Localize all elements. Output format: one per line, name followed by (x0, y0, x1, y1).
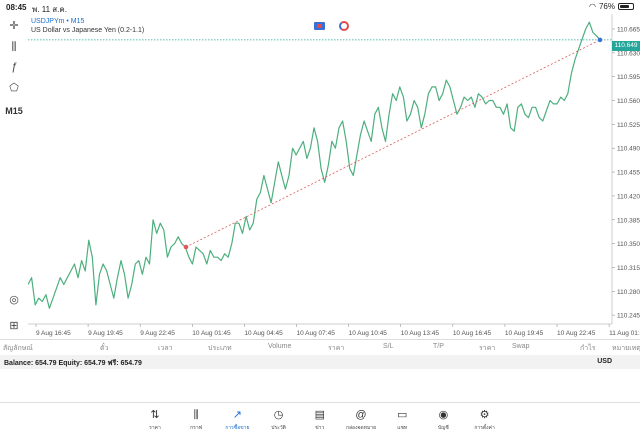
chart-description: US Dollar vs Japanese Yen (0.2-1.1) (31, 27, 145, 34)
trade-column-header: T/P (433, 343, 444, 350)
current-price-label: 110.649 (612, 41, 640, 51)
nav-label: การตั้งค่า (474, 425, 495, 431)
wifi-icon: ◠ (589, 2, 596, 11)
trade-column-header: ราคา (328, 345, 345, 352)
objects-icon[interactable]: ⬠ (9, 81, 19, 94)
y-tick-label: 110.490 (617, 146, 640, 153)
price-chart[interactable]: 110.665 110.630 110.595 110.560 110.525 110.4… (28, 14, 640, 339)
y-tick-label: 110.525 (617, 122, 640, 129)
nav-accounts[interactable]: ◉ บัญชี (423, 409, 463, 432)
settings-icon: ⚙ (479, 409, 490, 421)
x-tick-label: 10 Aug 04:45 (244, 330, 283, 337)
y-tick-label: 110.315 (617, 265, 640, 272)
y-tick-label: 110.665 (617, 26, 640, 33)
nav-charts[interactable]: ⫼ กราฟ (176, 409, 216, 432)
chart-title: USDJPYm • M15 US Dollar vs Japanese Yen … (31, 17, 144, 35)
history-icon: ◷ (273, 409, 284, 421)
function-icon[interactable]: ƒ (10, 61, 18, 73)
nav-label: การซื้อขาย (225, 425, 250, 431)
trendline (185, 39, 601, 248)
indicators-icon[interactable]: ⫼ (11, 40, 17, 53)
trade-column-header: หมายเหตุ (612, 345, 640, 352)
trade-icon: ↗ (232, 409, 242, 421)
x-tick-label: 10 Aug 01:45 (192, 330, 231, 337)
news-icon: ▤ (314, 409, 325, 421)
chart-tools (314, 21, 349, 31)
battery-icon (618, 3, 634, 10)
nav-mailbox[interactable]: @ กล่องจดหมาย (341, 409, 381, 432)
y-tick-label: 110.420 (617, 193, 640, 200)
nav-history[interactable]: ◷ ประวัติ (259, 409, 299, 432)
timeframe-button[interactable]: M15 (5, 106, 23, 116)
nav-trade[interactable]: ↗ การซื้อขาย (217, 409, 257, 432)
x-tick-label: 9 Aug 16:45 (36, 330, 71, 337)
nav-chat[interactable]: ▭ แชท (382, 409, 422, 432)
nav-label: แชท (397, 425, 408, 431)
one-click-trading-icon[interactable] (314, 22, 325, 30)
trade-column-header: ประเภท (208, 345, 232, 352)
trade-column-header: ตั๋ว (100, 345, 109, 352)
x-tick-label: 10 Aug 10:45 (349, 330, 388, 337)
status-bar: 08:45 พ. 11 ส.ค. ◠ 76% (0, 0, 640, 14)
balance-currency: USD (597, 358, 612, 365)
trendline-end-handle (597, 37, 603, 43)
battery-level (620, 5, 630, 8)
x-tick-label: 10 Aug 16:45 (453, 330, 492, 337)
trade-column-header: Swap (512, 343, 530, 350)
new-order-icon[interactable]: ⊞ (9, 319, 19, 332)
trade-table-header: สัญลักษณ์ ตั๋ว เวลา ประเภท Volume ราคา S/L T/P ร… (0, 339, 640, 353)
nav-quotes[interactable]: ⇅ ราคา (135, 409, 175, 432)
left-toolbar: ✛ ⫼ ƒ ⬠ M15 ◎ ⊞ (0, 14, 28, 339)
trendline-start-handle (183, 244, 189, 250)
crosshair-icon[interactable]: ✛ (9, 19, 19, 32)
y-tick-label: 110.280 (617, 289, 640, 296)
accounts-icon: ◉ (438, 409, 449, 421)
mailbox-icon: @ (355, 409, 367, 421)
y-tick-label: 110.630 (617, 50, 640, 57)
trade-column-header: เวลา (158, 345, 173, 352)
chart-symbol: USDJPYm • M15 (31, 18, 85, 25)
bottom-nav: ⇅ ราคา ⫼ กราฟ ↗ การซื้อขาย ◷ ประวัติ ▤ ข่าว @ กล่อง… (0, 402, 640, 447)
y-tick-label: 110.595 (617, 74, 640, 81)
price-series-line (28, 21, 601, 309)
nav-settings[interactable]: ⚙ การตั้งค่า (465, 409, 505, 432)
zoom-icon[interactable]: ◎ (9, 293, 19, 306)
battery-percent: 76% (598, 2, 615, 11)
y-tick-label: 110.385 (617, 217, 640, 224)
y-tick-label: 110.455 (617, 170, 640, 177)
status-right: ◠ 76% (589, 2, 634, 11)
nav-label: กล่องจดหมาย (345, 425, 377, 431)
trade-column-header: Volume (268, 343, 292, 350)
status-time: 08:45 (6, 3, 27, 12)
x-tick-label: 10 Aug 22:45 (557, 330, 596, 337)
nav-label: บัญชี (437, 425, 449, 431)
nav-label: ประวัติ (271, 425, 286, 431)
charts-icon: ⫼ (193, 409, 199, 421)
trade-column-header: S/L (383, 343, 394, 350)
x-tick-label: 10 Aug 13:45 (401, 330, 440, 337)
balance-row: Balance: 654.79 Equity: 654.79 ฟรี: 654.… (0, 355, 640, 369)
x-tick-label: 11 Aug 01:45 (609, 330, 640, 337)
x-tick-label: 9 Aug 22:45 (140, 330, 175, 337)
y-tick-label: 110.245 (617, 313, 640, 320)
y-tick-label: 110.350 (617, 241, 640, 248)
trade-column-header: สัญลักษณ์ (3, 345, 33, 352)
nav-label: กราฟ (190, 425, 203, 431)
nav-label: ข่าว (315, 425, 325, 431)
x-tick-label: 10 Aug 19:45 (505, 330, 544, 337)
balance-text: Balance: 654.79 Equity: 654.79 ฟรี: 654.… (4, 360, 142, 367)
chart-settings-icon[interactable] (339, 21, 349, 31)
y-tick-label: 110.560 (617, 98, 640, 105)
chat-icon: ▭ (396, 409, 408, 421)
nav-news[interactable]: ▤ ข่าว (300, 409, 340, 432)
x-tick-label: 9 Aug 19:45 (88, 330, 123, 337)
quotes-icon: ⇅ (150, 409, 160, 421)
chart-area[interactable]: 110.665 110.630 110.595 110.560 110.525 110.4… (28, 14, 640, 339)
nav-label: ราคา (149, 425, 161, 431)
trade-column-header: ราคา (479, 345, 496, 352)
x-tick-label: 10 Aug 07:45 (297, 330, 336, 337)
trade-column-header: กำไร (580, 345, 596, 352)
status-date: พ. 11 ส.ค. (32, 5, 67, 14)
